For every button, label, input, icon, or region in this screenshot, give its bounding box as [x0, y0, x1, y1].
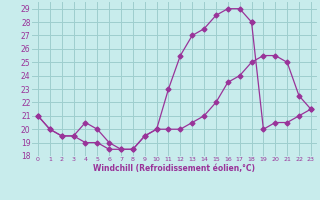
X-axis label: Windchill (Refroidissement éolien,°C): Windchill (Refroidissement éolien,°C) — [93, 164, 255, 173]
